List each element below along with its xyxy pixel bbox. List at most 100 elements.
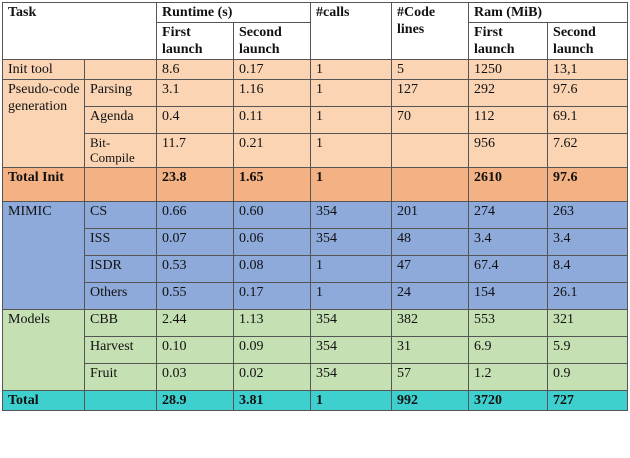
cell-lines: 48	[391, 228, 470, 256]
cell-calls: 354	[310, 201, 393, 229]
cell-rt2: 1.65	[233, 167, 312, 202]
cell-sub	[83, 390, 158, 411]
cell-sub	[83, 59, 158, 80]
cell-sub: ISS	[83, 228, 158, 256]
cell-rt1: 0.07	[156, 228, 235, 256]
cell-ram2: 5.9	[547, 336, 629, 364]
header-runtime-second: Second launch	[233, 22, 312, 60]
cell-rt1: 0.10	[156, 336, 235, 364]
cell-rt2: 1.13	[233, 309, 312, 337]
header-runtime: Runtime (s)	[156, 2, 312, 23]
cell-ram2: 69.1	[547, 106, 629, 134]
cell-calls: 1	[310, 79, 393, 107]
header-task: Task	[1, 2, 158, 60]
table-row: Agenda 0.4 0.11 1 70 112 69.1	[2, 106, 629, 134]
header-ram-second: Second launch	[547, 22, 629, 60]
cell-sub: Others	[83, 282, 158, 310]
cell-ram2: 8.4	[547, 255, 629, 283]
cell-rt2: 0.60	[233, 201, 312, 229]
cell-ram1: 274	[468, 201, 549, 229]
group-models: Models	[2, 309, 85, 391]
cell-ram1: 553	[468, 309, 549, 337]
cell-calls: 1	[310, 59, 393, 80]
cell-sub: Agenda	[83, 106, 158, 134]
cell-lines: 70	[391, 106, 470, 134]
cell-rt1: 3.1	[156, 79, 235, 107]
table-row: ISS 0.07 0.06 354 48 3.4 3.4	[2, 228, 629, 256]
table-row: Init tool 8.6 0.17 1 5 1250 13,1	[2, 59, 629, 80]
group-pseudo-code: Pseudo-code generation	[2, 79, 85, 168]
cell-rt2: 0.17	[233, 59, 312, 80]
cell-rt2: 0.06	[233, 228, 312, 256]
cell-rt1: 11.7	[156, 133, 235, 168]
cell-lines: 992	[391, 390, 470, 411]
cell-ram1: 1.2	[468, 363, 549, 391]
cell-ram2: 7.62	[547, 133, 629, 168]
table-row: Pseudo-code generation Parsing 3.1 1.16 …	[2, 79, 629, 168]
cell-calls: 354	[310, 228, 393, 256]
header-row-2: First launch Second launch First launch …	[3, 22, 629, 60]
cell-rt1: 0.03	[156, 363, 235, 391]
cell-rt1: 0.55	[156, 282, 235, 310]
cell-sub: ISDR	[83, 255, 158, 283]
cell-ram1: 154	[468, 282, 549, 310]
header-runtime-first: First launch	[156, 22, 235, 60]
cell-ram2: 727	[547, 390, 629, 411]
cell-lines: 201	[391, 201, 470, 229]
cell-ram2: 97.6	[547, 167, 629, 202]
table-row: Others 0.55 0.17 1 24 154 26.1	[2, 282, 629, 310]
cell-lines	[391, 133, 470, 168]
group-total: Total	[2, 390, 85, 411]
cell-calls: 354	[310, 309, 393, 337]
cell-sub: Harvest	[83, 336, 158, 364]
cell-ram2: 13,1	[547, 59, 629, 80]
cell-rt2: 3.81	[233, 390, 312, 411]
cell-ram2: 97.6	[547, 79, 629, 107]
cell-rt1: 23.8	[156, 167, 235, 202]
cell-rt2: 0.11	[233, 106, 312, 134]
table-row-total: Total 28.9 3.81 1 992 3720 727	[2, 390, 629, 411]
cell-calls: 1	[310, 390, 393, 411]
header-ram: Ram (MiB)	[468, 2, 629, 23]
cell-lines: 24	[391, 282, 470, 310]
cell-ram1: 6.9	[468, 336, 549, 364]
cell-rt1: 2.44	[156, 309, 235, 337]
cell-lines: 31	[391, 336, 470, 364]
group-total-init: Total Init	[2, 167, 85, 202]
cell-calls: 1	[310, 133, 393, 168]
cell-rt2: 0.17	[233, 282, 312, 310]
header-calls: #calls	[310, 2, 393, 60]
cell-ram1: 3720	[468, 390, 549, 411]
cell-rt1: 0.4	[156, 106, 235, 134]
cell-ram2: 321	[547, 309, 629, 337]
cell-rt1: 28.9	[156, 390, 235, 411]
table-row: MIMIC CS 0.66 0.60 354 201 274 263	[2, 201, 629, 310]
cell-calls: 1	[310, 282, 393, 310]
cell-ram2: 0.9	[547, 363, 629, 391]
cell-sub: CS	[83, 201, 158, 229]
header-ram-first: First launch	[468, 22, 549, 60]
cell-calls: 354	[310, 336, 393, 364]
cell-rt2: 0.02	[233, 363, 312, 391]
cell-ram1: 1250	[468, 59, 549, 80]
cell-ram1: 2610	[468, 167, 549, 202]
table-row: Models CBB 2.44 1.13 354 382 553 321	[2, 309, 629, 391]
cell-calls: 1	[310, 106, 393, 134]
cell-sub: Fruit	[83, 363, 158, 391]
cell-sub: Bit-Compile	[83, 133, 158, 168]
cell-calls: 1	[310, 255, 393, 283]
cell-lines: 57	[391, 363, 470, 391]
cell-lines: 5	[391, 59, 470, 80]
table-row: Harvest 0.10 0.09 354 31 6.9 5.9	[2, 336, 629, 364]
table-row: Bit-Compile 11.7 0.21 1 956 7.62	[2, 133, 629, 168]
cell-sub: Parsing	[83, 79, 158, 107]
cell-ram2: 3.4	[547, 228, 629, 256]
results-table: Task Runtime (s) #calls #Code lines Ram …	[1, 2, 629, 411]
cell-sub: CBB	[83, 309, 158, 337]
cell-rt2: 0.08	[233, 255, 312, 283]
cell-rt2: 0.09	[233, 336, 312, 364]
cell-lines	[391, 167, 470, 202]
cell-ram1: 67.4	[468, 255, 549, 283]
cell-ram2: 263	[547, 201, 629, 229]
cell-ram1: 956	[468, 133, 549, 168]
